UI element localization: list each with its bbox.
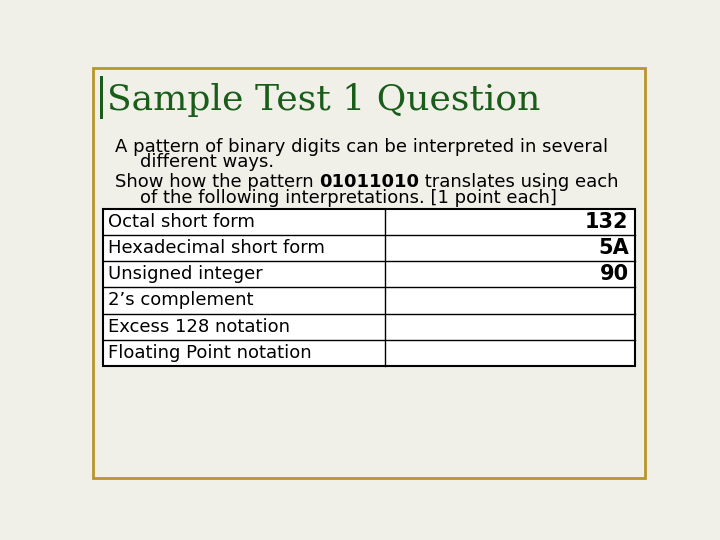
Text: translates using each: translates using each bbox=[419, 173, 618, 191]
Bar bbox=[100, 76, 103, 119]
Text: Sample Test 1 Question: Sample Test 1 Question bbox=[107, 83, 541, 117]
Text: Show how the pattern: Show how the pattern bbox=[114, 173, 319, 191]
Text: Unsigned integer: Unsigned integer bbox=[108, 265, 263, 284]
Text: different ways.: different ways. bbox=[140, 153, 274, 171]
Text: Floating Point notation: Floating Point notation bbox=[108, 344, 312, 362]
Text: 01011010: 01011010 bbox=[319, 173, 419, 191]
Text: 132: 132 bbox=[585, 212, 629, 232]
Bar bbox=[103, 209, 635, 366]
Text: Excess 128 notation: Excess 128 notation bbox=[108, 318, 290, 335]
Text: of the following interpretations. [1 point each]: of the following interpretations. [1 poi… bbox=[140, 189, 557, 207]
Text: 90: 90 bbox=[600, 264, 629, 284]
Text: Hexadecimal short form: Hexadecimal short form bbox=[108, 239, 325, 257]
Text: Octal short form: Octal short form bbox=[108, 213, 255, 231]
Bar bbox=[103, 209, 635, 366]
Text: 5A: 5A bbox=[598, 238, 629, 258]
Text: A pattern of binary digits can be interpreted in several: A pattern of binary digits can be interp… bbox=[114, 138, 608, 156]
Text: 2’s complement: 2’s complement bbox=[108, 292, 253, 309]
